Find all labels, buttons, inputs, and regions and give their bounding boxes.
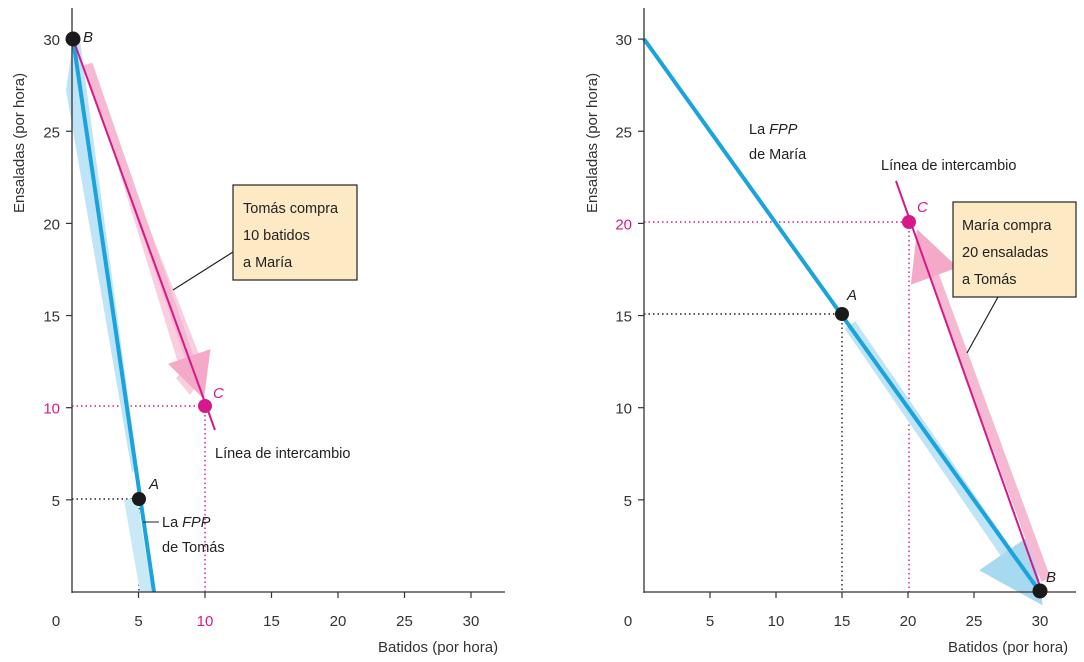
y-axis-title-right: Ensaladas (por hora) — [584, 73, 601, 213]
ppf-label-right-line2: de María — [749, 147, 807, 163]
x-tick-label-right-30: 30 — [1032, 613, 1049, 630]
ticks-left: 0 5 10 15 20 25 30 5 10 15 20 25 30 — [43, 32, 479, 630]
y-tick-label-left-10: 10 — [43, 401, 60, 418]
y-tick-label-right-15: 15 — [615, 309, 632, 326]
trade-line-left — [72, 38, 216, 431]
y-tick-label-left-25: 25 — [43, 124, 60, 141]
x-tick-label-left-30: 30 — [463, 613, 480, 630]
x-tick-label-left-10: 10 — [197, 613, 214, 630]
ppf-label-right-line1: La FPP — [749, 122, 798, 138]
ppf-label-left-fpp: FPP — [182, 515, 211, 531]
callout-left-line3: a María — [243, 255, 293, 271]
callout-box-right — [952, 201, 1077, 298]
y-tick-label-left-15: 15 — [43, 309, 60, 326]
ppf-label-left-la: La — [162, 515, 182, 531]
x-tick-label-right-20: 20 — [900, 613, 917, 630]
point-a-left-label: A — [148, 476, 159, 493]
ppf-label-left-line1: La FPP — [162, 515, 211, 531]
point-b-left — [65, 31, 81, 47]
point-a-right — [835, 307, 849, 321]
chart-right: 0 5 10 15 20 25 30 5 10 15 20 25 30 A C B La FPP de … — [584, 8, 1077, 656]
point-c-left-label: C — [213, 385, 224, 402]
trade-line-label-left: Línea de intercambio — [215, 446, 350, 462]
callout-right-line1: María compra — [962, 218, 1052, 234]
y-axis-title-left: Ensaladas (por hora) — [11, 73, 28, 213]
callout-box-left — [232, 184, 358, 281]
ppf-label-right-la: La — [749, 122, 769, 138]
callout-leader-left — [172, 251, 234, 291]
callout-right-line3: a Tomás — [962, 272, 1017, 288]
x-tick-label-right-5: 5 — [706, 613, 714, 630]
x-tick-label-left-15: 15 — [263, 613, 280, 630]
y-tick-label-right-10: 10 — [615, 401, 632, 418]
point-a-right-label: A — [846, 287, 857, 304]
x-tick-label-right-25: 25 — [966, 613, 983, 630]
x-axis-title-right: Batidos (por hora) — [948, 639, 1068, 656]
callout-leader-right — [966, 296, 999, 354]
y-tick-label-right-20: 20 — [615, 216, 632, 233]
chart-left: 0 5 10 15 20 25 30 5 10 15 20 25 30 B A C Línea de i… — [11, 8, 505, 656]
point-c-right-label: C — [917, 199, 928, 216]
ppf-band-left-lower — [124, 498, 152, 592]
trade-arrow-right — [910, 229, 1051, 582]
x-tick-label-right-0: 0 — [624, 613, 632, 630]
x-tick-label-right-15: 15 — [834, 613, 851, 630]
x-axis-title-left: Batidos (por hora) — [378, 639, 498, 656]
callout-right-line2: 20 ensaladas — [962, 245, 1048, 261]
y-tick-label-right-25: 25 — [615, 124, 632, 141]
trade-line-right — [895, 180, 1043, 593]
point-b-left-label: B — [83, 29, 93, 46]
x-tick-label-right-10: 10 — [768, 613, 785, 630]
ticks-right: 0 5 10 15 20 25 30 5 10 15 20 25 30 — [615, 32, 1048, 630]
point-b-right — [1032, 583, 1048, 599]
ppf-label-left-line2: de Tomás — [162, 540, 225, 556]
trade-arrow-left — [83, 62, 211, 400]
y-tick-label-left-30: 30 — [43, 32, 60, 49]
y-tick-label-left-20: 20 — [43, 216, 60, 233]
callout-left-line1: Tomás compra — [243, 201, 339, 217]
x-tick-label-left-25: 25 — [396, 613, 413, 630]
y-tick-label-right-30: 30 — [615, 32, 632, 49]
x-tick-label-left-20: 20 — [330, 613, 347, 630]
point-b-right-label: B — [1046, 569, 1056, 586]
x-tick-label-left-0: 0 — [52, 613, 60, 630]
point-a-left — [132, 492, 146, 506]
chart-right-grid-guides — [644, 221, 910, 592]
ppf-label-right-fpp: FPP — [769, 122, 798, 138]
trade-line-label-right: Línea de intercambio — [881, 158, 1016, 174]
y-tick-label-left-5: 5 — [52, 493, 60, 510]
point-c-right — [902, 215, 916, 229]
y-tick-label-right-5: 5 — [624, 493, 632, 510]
callout-left-line2: 10 batidos — [243, 228, 310, 244]
ppf-line-tomas — [71, 38, 156, 593]
x-tick-label-left-5: 5 — [134, 613, 142, 630]
point-c-left — [198, 399, 212, 413]
